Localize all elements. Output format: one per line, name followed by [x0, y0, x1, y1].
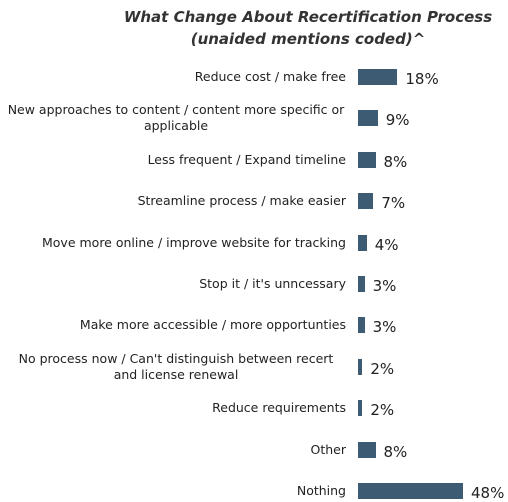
value-label: 7%	[381, 194, 406, 213]
bar	[358, 69, 398, 85]
bar	[358, 234, 367, 251]
value-label: 9%	[385, 111, 410, 130]
category-label: Make more accessible / more opportunties	[79, 317, 346, 333]
chart-subtitle: (unaided mentions coded)^	[190, 30, 426, 48]
value-label: 48%	[471, 484, 505, 502]
value-label: 2%	[370, 401, 395, 420]
bar	[358, 400, 363, 417]
category-label: Nothing	[296, 483, 346, 498]
bar	[358, 193, 374, 210]
bar	[358, 110, 378, 127]
value-label: 8%	[383, 152, 408, 171]
bar	[358, 358, 363, 375]
category-label: Move more online / improve website for t…	[42, 234, 346, 250]
bar	[358, 441, 376, 458]
value-label: 8%	[383, 442, 408, 461]
category-label: Streamline process / make easier	[137, 193, 346, 209]
category-label: Reduce cost / make free	[194, 69, 346, 84]
value-label: 3%	[372, 318, 397, 337]
category-label: Less frequent / Expand timeline	[147, 151, 346, 167]
category-label: Other	[310, 441, 347, 457]
chart-title: What Change About Recertification Proces…	[123, 8, 493, 26]
category-label: Reduce requirements	[212, 400, 346, 416]
bar	[358, 483, 463, 499]
value-label: 3%	[372, 277, 397, 295]
bar	[358, 276, 365, 292]
value-label: 4%	[374, 235, 399, 254]
bar	[358, 151, 376, 168]
category-label: Stop it / it's unncessary	[199, 276, 346, 291]
bar	[358, 317, 365, 334]
category-label: No process now / Can't distinguish betwe…	[18, 350, 334, 382]
value-label: 18%	[405, 70, 439, 88]
value-label: 2%	[370, 359, 395, 378]
category-label: New approaches to content / content more…	[7, 102, 345, 134]
